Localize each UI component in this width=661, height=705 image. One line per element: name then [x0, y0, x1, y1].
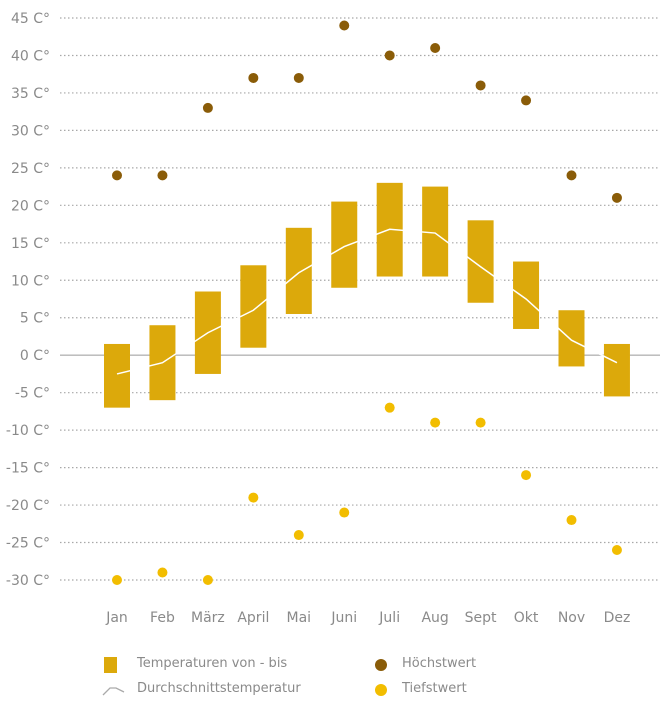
min-point [157, 567, 168, 578]
range-bar [285, 227, 312, 314]
y-tick-label: 25 C° [11, 161, 50, 177]
range-bar [240, 265, 267, 348]
min-point [202, 575, 213, 585]
chart-plot: 45 C° 40 C° 35 C° 30 C° 25 C° 20 C° 15 C° 10 C°… [6, 11, 660, 626]
y-tick-label: -15 C° [6, 461, 50, 477]
range-bar [513, 261, 540, 329]
max-point [475, 80, 486, 91]
x-tick-label: Sept [465, 610, 497, 626]
y-tick-label: 15 C° [11, 236, 50, 252]
legend-line-icon [102, 687, 125, 696]
legend-min-dot [375, 684, 387, 696]
y-tick-label: -5 C° [15, 386, 50, 402]
legend-label-min: Tiefstwert [402, 681, 467, 696]
y-tick-label: 0 C° [20, 348, 50, 364]
y-tick-label: -20 C° [6, 498, 50, 514]
min-point [521, 470, 532, 481]
max-point [611, 192, 622, 203]
legend-max-dot [375, 659, 387, 671]
y-tick-label: 10 C° [11, 273, 50, 289]
max-point [293, 72, 304, 83]
min-point [475, 417, 486, 428]
y-tick-label: 35 C° [11, 86, 50, 102]
x-tick-label: Mai [287, 610, 312, 626]
y-tick-label: -30 C° [6, 573, 50, 589]
y-tick-label: -25 C° [6, 536, 50, 552]
y-tick-label: 30 C° [11, 123, 50, 139]
max-point [430, 42, 441, 53]
x-tick-label: Nov [558, 610, 585, 626]
legend-label-average: Durchschnittstemperatur [137, 681, 301, 696]
min-point [384, 402, 395, 413]
max-point [339, 20, 350, 31]
legend-range-swatch [104, 657, 117, 673]
x-tick-label: Jan [105, 610, 128, 626]
x-tick-label: Feb [150, 610, 175, 626]
range-bar [467, 220, 494, 303]
y-tick-label: -10 C° [6, 423, 50, 439]
y-tick-label: 20 C° [11, 198, 50, 214]
y-tick-label: 45 C° [11, 11, 50, 27]
max-point [112, 170, 122, 181]
max-point [202, 102, 213, 113]
legend-label-max: Höchstwert [402, 656, 477, 671]
x-tick-label: Juli [378, 610, 400, 626]
min-point [293, 530, 304, 541]
y-tick-label: 5 C° [20, 311, 50, 327]
x-tick-label: April [237, 610, 269, 626]
min-point [248, 492, 259, 503]
range-bar [104, 343, 130, 408]
x-tick-label: Aug [421, 610, 448, 626]
x-tick-label: Dez [604, 610, 631, 626]
x-tick-label: Juni [330, 610, 357, 626]
range-bar [331, 201, 358, 288]
average-line [116, 228, 618, 375]
x-tick-label: März [191, 610, 225, 626]
min-point [112, 575, 122, 585]
min-point [430, 417, 441, 428]
min-point [339, 507, 350, 518]
max-point [248, 72, 259, 83]
min-point [566, 515, 577, 526]
x-tick-label: Okt [514, 610, 539, 626]
range-bar [603, 343, 630, 397]
max-point [521, 95, 532, 106]
min-point [611, 545, 622, 556]
max-point [384, 50, 395, 61]
y-tick-label: 40 C° [11, 48, 50, 64]
range-bar [558, 310, 585, 367]
max-point [157, 170, 168, 181]
legend-label-range: Temperaturen von - bis [137, 656, 288, 671]
range-bar [422, 186, 449, 277]
max-point [566, 170, 577, 181]
